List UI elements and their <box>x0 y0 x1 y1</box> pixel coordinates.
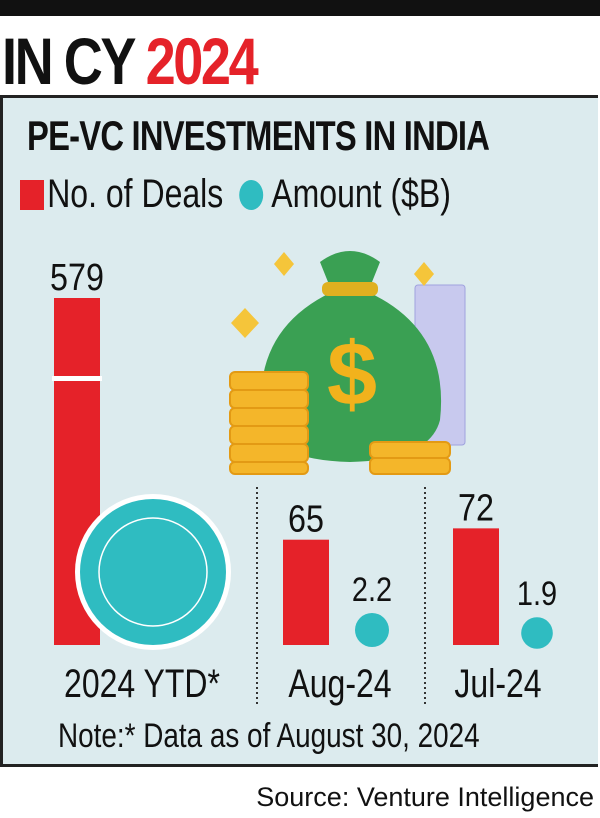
deals-bar-1 <box>283 539 329 645</box>
amount-circle-2 <box>521 617 553 649</box>
sparkle-icons <box>231 252 434 338</box>
top-rule <box>0 0 600 16</box>
dollar-sign-icon: $ <box>327 325 377 425</box>
coin-stack-left <box>229 371 309 475</box>
headline: IN CY 2024 <box>2 24 259 98</box>
source-credit: Source: Venture Intelligence <box>256 782 594 812</box>
category-label-2: Jul-24 <box>454 661 541 706</box>
amount-circle-0 <box>80 499 226 645</box>
legend-amount-swatch <box>239 179 264 210</box>
amount-circle-1 <box>355 613 389 647</box>
category-label-1: Aug-24 <box>288 661 391 706</box>
money-bag-illustration: $ <box>229 251 466 475</box>
deals-value-label-0: 579 <box>50 257 104 299</box>
legend: No. of Deals Amount ($B) <box>20 172 451 217</box>
deals-value-label-1: 65 <box>288 498 324 540</box>
headline-prefix: IN CY <box>2 24 136 98</box>
headline-year: 2024 <box>145 24 259 98</box>
category-label-0: 2024 YTD* <box>64 661 220 706</box>
amount-value-label-2: 1.9 <box>517 574 557 613</box>
chart-title: PE-VC INVESTMENTS IN INDIA <box>27 112 490 159</box>
amount-value-label-1: 2.2 <box>352 570 392 609</box>
coin-stack-small <box>369 441 451 475</box>
chart-note: Note:* Data as of August 30, 2024 <box>58 717 480 755</box>
axis-break-0 <box>52 376 102 381</box>
legend-amount-label: Amount ($B) <box>271 172 451 216</box>
amount-circle-inner-ring-0 <box>98 517 208 627</box>
deals-value-label-2: 72 <box>458 487 494 529</box>
deals-bar-2 <box>453 528 499 645</box>
legend-deals-swatch <box>20 179 44 210</box>
legend-deals-label: No. of Deals <box>47 172 224 216</box>
